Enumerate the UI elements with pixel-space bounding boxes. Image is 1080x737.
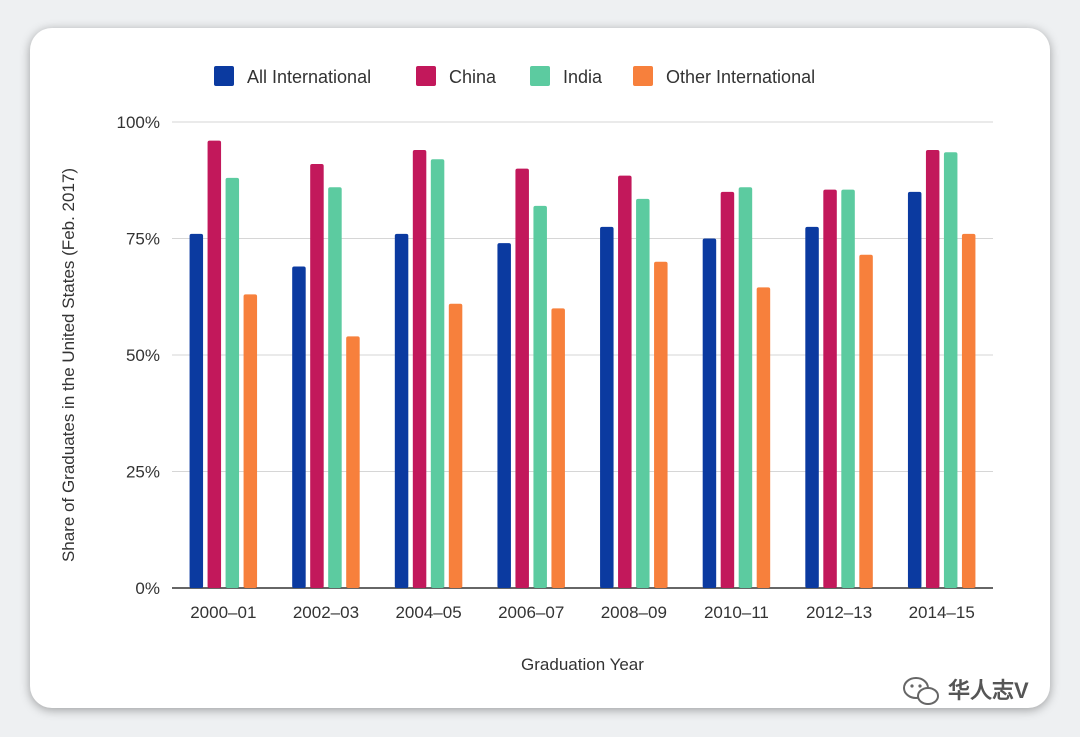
bar-all-international: [702, 238, 717, 588]
legend-swatch: [416, 66, 436, 86]
x-axis-title: Graduation Year: [521, 655, 644, 674]
x-axis-ticks: 2000–01 2002–03 2004–05 2006–07 2008–09 2010–…: [190, 603, 975, 622]
bar-india: [841, 189, 855, 588]
x-tick-label: 2004–05: [395, 603, 461, 622]
bar-india: [430, 159, 445, 588]
bar-other-international: [756, 287, 771, 588]
bar-india: [533, 205, 547, 588]
bar-india: [636, 198, 650, 588]
bar-china: [412, 149, 427, 588]
watermark-text: 华人志V: [948, 678, 1029, 703]
bars: [189, 140, 976, 589]
x-tick-label: 2014–15: [909, 603, 975, 622]
bar-other-international: [346, 336, 360, 588]
legend-label: Other International: [666, 67, 815, 87]
y-tick-label: 50%: [126, 346, 160, 365]
bar-all-international: [189, 233, 204, 588]
bar-china: [515, 168, 529, 588]
gridlines: [172, 121, 993, 589]
bar-all-international: [907, 191, 922, 588]
x-tick-label: 2006–07: [498, 603, 564, 622]
legend-swatch: [214, 66, 234, 86]
bar-other-international: [448, 303, 463, 588]
bar-all-international: [497, 243, 511, 588]
bar-india: [328, 187, 342, 589]
x-tick-label: 2012–13: [806, 603, 872, 622]
y-axis-title: Share of Graduates in the United States …: [59, 168, 78, 562]
y-tick-label: 75%: [126, 230, 160, 249]
bar-other-international: [961, 233, 976, 588]
legend-swatch: [530, 66, 550, 86]
bar-all-international: [394, 233, 409, 588]
y-tick-label: 25%: [126, 463, 160, 482]
legend-label: India: [563, 67, 603, 87]
bar-india: [738, 187, 753, 589]
y-tick-label: 0%: [135, 579, 160, 598]
bar-china: [823, 189, 837, 588]
legend-item-all-international: All International: [214, 66, 371, 87]
bar-all-international: [600, 226, 614, 588]
bar-other-international: [551, 308, 565, 588]
x-tick-label: 2002–03: [293, 603, 359, 622]
legend-item-china: China: [416, 66, 497, 87]
bar-other-international: [243, 294, 258, 588]
bar-all-international: [292, 266, 306, 588]
bar-china: [925, 149, 940, 588]
bar-all-international: [805, 226, 819, 588]
bar-china: [207, 140, 222, 588]
bar-china: [618, 175, 632, 588]
y-tick-label: 100%: [117, 113, 160, 132]
y-axis-ticks: 0% 25% 50% 75% 100%: [117, 113, 160, 598]
bar-india: [943, 152, 958, 589]
legend-item-india: India: [530, 66, 603, 87]
wechat-icon: [903, 677, 939, 705]
bar-china: [310, 163, 324, 588]
legend-label: All International: [247, 67, 371, 87]
bar-other-international: [859, 254, 873, 588]
legend-item-other-international: Other International: [633, 66, 815, 87]
x-tick-label: 2008–09: [601, 603, 667, 622]
legend-swatch: [633, 66, 653, 86]
bar-other-international: [654, 261, 668, 588]
legend-label: China: [449, 67, 497, 87]
x-tick-label: 2010–11: [704, 603, 769, 622]
watermark: 华人志V: [903, 677, 1029, 705]
bar-india: [225, 177, 240, 589]
legend: All International China India Other Interna…: [214, 66, 815, 87]
x-tick-label: 2000–01: [190, 603, 256, 622]
bar-china: [720, 191, 735, 588]
